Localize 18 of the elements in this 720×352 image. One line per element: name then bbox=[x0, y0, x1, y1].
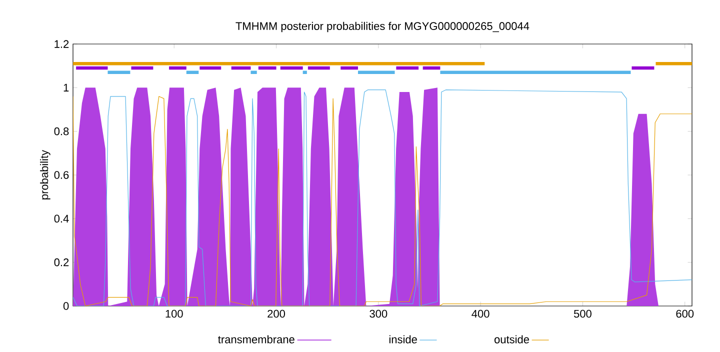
x-tick-label: 600 bbox=[676, 310, 694, 318]
x-tick-label: 200 bbox=[268, 310, 286, 318]
y-tick-label: 1.2 bbox=[54, 40, 69, 48]
chart-title: TMHMM posterior probabilities for MGYG000000265_00044 bbox=[236, 22, 530, 32]
x-tick-label: 500 bbox=[574, 310, 592, 318]
x-tick-label: 100 bbox=[166, 310, 183, 318]
legend-label: transmembrane bbox=[218, 335, 294, 344]
legend-label: inside bbox=[389, 335, 417, 344]
y-tick-label: 0.8 bbox=[54, 127, 69, 136]
y-axis-title: probability bbox=[40, 150, 50, 200]
y-tick-label: 0.4 bbox=[54, 214, 69, 223]
legend-label: outside bbox=[494, 335, 530, 344]
x-tick-label: 400 bbox=[472, 310, 490, 318]
x-tick-label: 300 bbox=[370, 310, 388, 318]
y-tick-label: 0.2 bbox=[54, 258, 69, 266]
y-tick-label: 1 bbox=[64, 84, 69, 92]
y-tick-label: 0 bbox=[63, 302, 69, 310]
y-tick-label: 0.6 bbox=[54, 171, 69, 179]
